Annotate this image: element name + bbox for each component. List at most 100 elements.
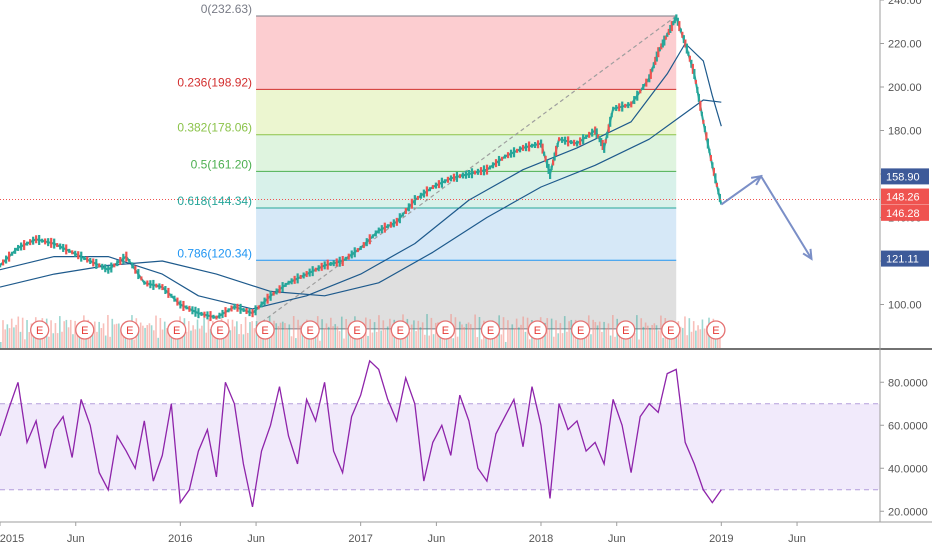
candle	[152, 279, 155, 290]
candle	[71, 250, 74, 255]
earnings-marker[interactable]	[616, 320, 636, 340]
candle	[567, 136, 570, 147]
volume-bar	[240, 324, 243, 348]
volume-bar	[426, 314, 428, 348]
candle	[62, 243, 65, 252]
candle	[703, 126, 706, 133]
volume-bar	[592, 319, 594, 348]
candle	[320, 262, 323, 271]
volume-bar	[190, 330, 192, 348]
candle	[473, 170, 477, 175]
candle	[308, 268, 311, 277]
earnings-marker[interactable]	[75, 320, 95, 340]
volume-bar	[157, 337, 159, 348]
candle	[485, 164, 489, 175]
volume-bar	[681, 327, 684, 348]
volume-bar	[542, 329, 544, 348]
earnings-marker[interactable]	[347, 320, 367, 340]
candle	[119, 257, 122, 265]
candle	[503, 154, 507, 159]
candle	[576, 140, 579, 147]
volume-bar	[692, 321, 695, 348]
volume-bar	[194, 329, 197, 348]
earnings-marker-label: E	[261, 325, 268, 337]
volume-bar	[61, 331, 63, 348]
candle	[95, 258, 98, 269]
volume-bar	[253, 328, 256, 348]
volume-bar	[382, 320, 385, 348]
earnings-marker[interactable]	[167, 320, 187, 340]
candle	[443, 179, 447, 184]
volume-bar	[362, 328, 365, 348]
candle	[452, 173, 456, 182]
candle	[323, 261, 326, 270]
earnings-marker[interactable]	[435, 320, 456, 340]
candle	[131, 262, 134, 269]
candle	[685, 43, 688, 54]
candle	[260, 301, 263, 308]
volume-bar	[636, 315, 638, 348]
earnings-marker[interactable]	[480, 320, 501, 340]
candle	[233, 303, 236, 310]
volume-bar	[375, 331, 378, 348]
candle	[682, 35, 685, 44]
volume-bar	[218, 331, 221, 348]
volume-bar	[330, 317, 332, 348]
volume-bar	[684, 316, 686, 348]
volume-bar	[432, 334, 435, 348]
candle	[506, 152, 510, 159]
earnings-marker[interactable]	[300, 320, 320, 340]
earnings-marker[interactable]	[571, 320, 591, 340]
candle	[206, 311, 209, 320]
candle	[541, 143, 544, 154]
earnings-marker[interactable]	[706, 320, 726, 340]
earnings-marker[interactable]	[30, 320, 50, 340]
fib-zone-5	[256, 260, 677, 329]
candle	[702, 119, 705, 124]
candle	[536, 140, 540, 149]
volume-bar	[50, 320, 52, 348]
volume-bar	[701, 319, 704, 348]
earnings-marker[interactable]	[255, 320, 275, 340]
earnings-marker[interactable]	[661, 320, 681, 340]
volume-bar	[275, 323, 278, 348]
volume-bar	[85, 334, 87, 348]
candle	[242, 307, 245, 312]
volume-bar	[590, 334, 592, 348]
volume-bar	[118, 323, 120, 348]
candle	[663, 35, 666, 46]
candle	[278, 285, 281, 294]
candle	[86, 256, 89, 263]
volume-bar	[297, 319, 299, 348]
candle	[652, 62, 655, 69]
candle	[389, 221, 392, 228]
volume-bar	[120, 329, 122, 348]
volume-bar	[513, 328, 516, 348]
price-label-box	[881, 250, 929, 267]
volume-bar	[288, 324, 291, 348]
fib-zone-4	[256, 208, 677, 261]
volume-bar	[279, 322, 282, 348]
volume-bar	[469, 324, 472, 348]
volume-bar	[373, 322, 376, 348]
candle	[624, 103, 627, 108]
volume-bar	[334, 324, 337, 348]
volume-bar	[4, 329, 6, 348]
volume-bar	[168, 326, 170, 348]
candle	[715, 182, 719, 187]
earnings-marker[interactable]	[120, 320, 140, 340]
candle	[89, 258, 92, 264]
earnings-marker-label: E	[622, 325, 629, 337]
candle	[395, 217, 398, 226]
earnings-marker[interactable]	[390, 320, 410, 340]
candle	[413, 195, 416, 206]
candle	[524, 143, 528, 152]
volume-bar	[454, 317, 457, 348]
fib-level-label-1: 0.236(198.92)	[177, 75, 252, 89]
price-y-tick-label: 200.00	[888, 82, 922, 94]
earnings-marker[interactable]	[210, 320, 230, 340]
volume-bar	[15, 324, 17, 348]
earnings-marker[interactable]	[527, 320, 548, 340]
candle	[50, 237, 53, 248]
candle	[658, 47, 661, 52]
